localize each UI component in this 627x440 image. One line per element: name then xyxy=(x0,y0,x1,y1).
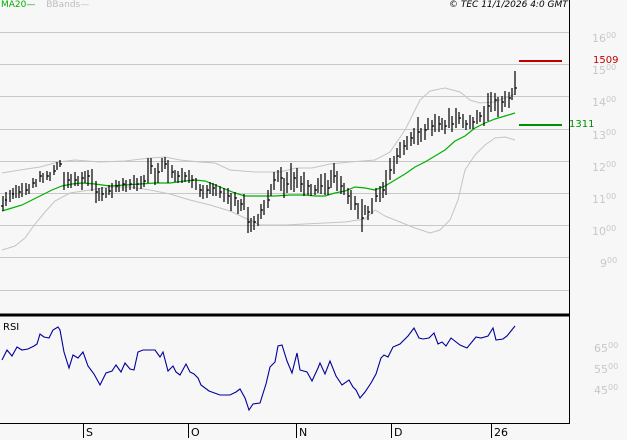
bollinger-bands xyxy=(1,87,516,251)
x-label-2026: 26 xyxy=(494,426,508,439)
resistance-label: 1509 xyxy=(593,55,619,66)
legend-bbands: BBands— xyxy=(46,0,90,10)
rsi-title: RSI xyxy=(3,322,20,333)
rsi-label-55: 5500 xyxy=(594,362,619,376)
legend-ma20: MA20— xyxy=(1,0,36,10)
y-label-1600: 1600 xyxy=(592,31,617,45)
rsi-label-65: 6500 xyxy=(594,341,619,355)
x-label-sep: S xyxy=(86,426,93,439)
main-gridlines xyxy=(0,32,569,291)
y-label-900: 900 xyxy=(600,256,618,270)
y-label-1500: 1500 xyxy=(592,63,617,77)
x-axis-ticks xyxy=(83,424,492,438)
rsi-label-45: 4500 xyxy=(594,383,619,397)
y-label-1200: 1200 xyxy=(592,160,617,174)
legend: MA20— BBands— xyxy=(1,0,89,10)
rsi-line xyxy=(1,325,516,412)
x-label-dec: D xyxy=(394,426,403,439)
y-label-1000: 1000 xyxy=(592,224,617,238)
y-label-1400: 1400 xyxy=(592,95,617,109)
x-label-oct: O xyxy=(191,426,200,439)
y-label-1100: 1100 xyxy=(592,192,617,206)
support-label: 1311 xyxy=(569,119,595,130)
ma20-line xyxy=(1,112,516,212)
price-bars xyxy=(1,71,517,233)
y-label-1300: 1300 xyxy=(592,128,617,142)
x-label-nov: N xyxy=(299,426,308,439)
copyright-timestamp: © TEC 11/1/2026 4:0 GMT xyxy=(449,0,568,10)
